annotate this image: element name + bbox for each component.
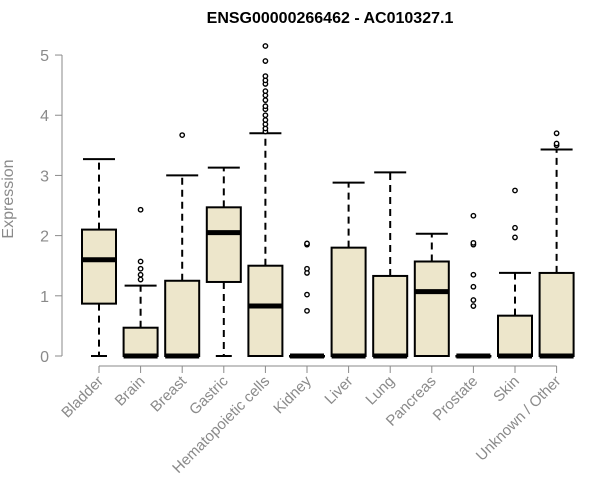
outlier-point: [304, 240, 310, 247]
outlier-point: [512, 224, 518, 231]
y-tick-label: 4: [40, 108, 49, 125]
outlier-point: [470, 271, 477, 278]
outlier-point: [137, 265, 144, 272]
box-hematopoietic-cells: [247, 43, 284, 358]
box-bladder: [81, 158, 117, 357]
x-tick-label: Liver: [321, 373, 356, 408]
box-body: [122, 326, 159, 358]
outlier-point: [262, 97, 269, 104]
x-tick-label: Prostate: [430, 373, 482, 425]
outlier-point: [262, 103, 269, 110]
outlier-point: [262, 117, 269, 123]
box-pancreas: [413, 232, 450, 357]
y-axis-label: Expression: [0, 159, 17, 238]
y-tick-label: 0: [40, 349, 49, 366]
box-body: [538, 271, 575, 357]
outlier-point: [137, 271, 144, 278]
box-brain: [122, 206, 159, 359]
box-prostate: [455, 212, 492, 359]
outlier-point: [262, 58, 269, 64]
box-body: [413, 260, 450, 357]
box-body: [330, 246, 367, 357]
box-body: [497, 314, 533, 357]
box-body: [372, 274, 409, 358]
box-kidney: [289, 240, 325, 359]
box-series: [81, 43, 575, 359]
outlier-point: [137, 276, 144, 283]
outlier-point: [137, 258, 144, 265]
outlier-point: [262, 73, 269, 80]
box-lung: [372, 171, 409, 359]
box-gastric: [205, 166, 242, 357]
chart-title: ENSG00000266462 - AC010327.1: [207, 10, 454, 27]
outlier-point: [304, 265, 310, 272]
outlier-point: [262, 43, 269, 49]
outlier-point: [470, 283, 477, 290]
y-tick-label: 2: [40, 229, 49, 246]
outlier-point: [262, 88, 269, 95]
outlier-point: [304, 307, 310, 314]
box-breast: [164, 132, 201, 359]
box-liver: [330, 181, 367, 359]
outlier-point: [470, 303, 477, 309]
box-body: [247, 264, 284, 358]
outlier-point: [470, 297, 477, 303]
outlier-point: [304, 291, 310, 298]
outlier-point: [512, 234, 518, 241]
x-tick-label: Kidney: [270, 372, 315, 417]
outlier-point: [553, 140, 560, 147]
outlier-point: [262, 112, 269, 119]
outlier-point: [553, 130, 560, 137]
x-tick-label: Bladder: [58, 373, 107, 422]
x-tick-label: Lung: [362, 373, 398, 409]
y-tick-label: 1: [40, 289, 49, 306]
outlier-point: [470, 239, 477, 246]
box-skin: [497, 187, 533, 359]
box-body: [81, 228, 117, 305]
y-axis: 0 1 2 3 4 5: [40, 48, 63, 366]
outlier-point: [137, 206, 144, 213]
box-body: [164, 279, 201, 357]
x-tick-label: Skin: [490, 373, 523, 406]
x-tick-label: Breast: [147, 372, 190, 415]
box-body: [205, 206, 242, 283]
box-unknown-other: [538, 130, 575, 359]
outlier-point: [512, 187, 518, 194]
y-tick-label: 3: [40, 168, 49, 185]
outlier-point: [470, 212, 477, 219]
x-tick-label: Brain: [112, 373, 149, 410]
y-tick-label: 5: [40, 48, 49, 65]
outlier-point: [179, 132, 186, 138]
